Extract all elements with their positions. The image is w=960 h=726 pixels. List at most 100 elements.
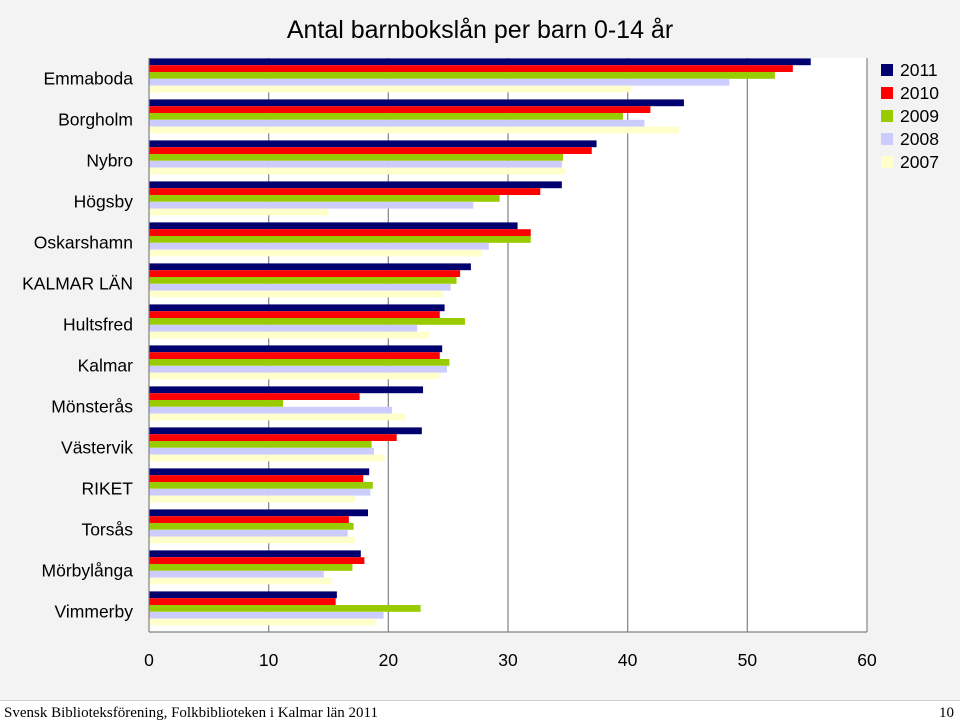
bar-2009-7 xyxy=(149,359,450,366)
bar-2007-2 xyxy=(149,167,566,175)
bar-2010-2 xyxy=(149,147,592,154)
category-label: Västervik xyxy=(61,438,133,458)
bar-2011-3 xyxy=(149,181,562,189)
legend-label: 2007 xyxy=(900,152,939,172)
bar-2009-4 xyxy=(149,236,531,243)
category-label: KALMAR LÄN xyxy=(22,274,133,294)
category-label: Högsby xyxy=(74,192,134,212)
bar-2008-8 xyxy=(149,406,392,414)
bar-2011-11 xyxy=(149,509,368,517)
bar-2008-2 xyxy=(149,160,562,168)
x-tick-label: 50 xyxy=(738,650,758,670)
bar-2010-10 xyxy=(149,475,364,482)
bar-2007-6 xyxy=(149,331,430,339)
legend-label: 2009 xyxy=(900,106,939,126)
category-label: Mörbylånga xyxy=(42,561,134,581)
category-label: Torsås xyxy=(81,520,133,540)
bar-2010-3 xyxy=(149,188,541,195)
legend-swatch-2007 xyxy=(881,156,893,168)
x-tick-label: 30 xyxy=(498,650,518,670)
x-tick-label: 60 xyxy=(857,650,877,670)
bar-2008-13 xyxy=(149,611,384,619)
category-labels: Emmaboda Borgholm Nybro Högsby Oskarshamn KAL… xyxy=(22,69,133,622)
legend-label: 2008 xyxy=(900,129,939,149)
bar-2008-1 xyxy=(149,119,645,127)
bar-2011-0 xyxy=(149,58,811,66)
bar-2011-6 xyxy=(149,304,445,312)
category-label: Vimmerby xyxy=(55,602,134,622)
bar-2008-7 xyxy=(149,365,447,373)
category-label: Emmaboda xyxy=(44,69,134,89)
bar-2010-7 xyxy=(149,352,440,359)
bar-2008-0 xyxy=(149,78,730,86)
bar-2009-9 xyxy=(149,441,372,448)
bar-2008-3 xyxy=(149,201,474,209)
bar-2009-1 xyxy=(149,113,623,120)
bar-2010-5 xyxy=(149,270,461,277)
bar-2009-8 xyxy=(149,400,284,407)
bar-2010-1 xyxy=(149,106,651,113)
x-tick-label: 40 xyxy=(618,650,638,670)
x-tick-label: 20 xyxy=(379,650,399,670)
bar-2008-5 xyxy=(149,283,451,291)
bar-2010-0 xyxy=(149,65,793,72)
category-label: Oskarshamn xyxy=(34,233,133,253)
bar-2009-5 xyxy=(149,277,457,284)
chart: Antal barnbokslån per barn 0-14 år Emmab… xyxy=(22,16,939,670)
bar-2007-0 xyxy=(149,85,632,93)
bar-2011-5 xyxy=(149,263,471,271)
legend: 2011 2010 2009 2008 2007 xyxy=(881,60,939,172)
legend-label: 2010 xyxy=(900,83,939,103)
category-label: Borgholm xyxy=(58,110,133,130)
bar-2007-13 xyxy=(149,618,377,626)
bar-2010-11 xyxy=(149,516,349,523)
bar-2009-0 xyxy=(149,72,775,79)
bar-2009-6 xyxy=(149,318,465,325)
bars xyxy=(149,58,811,626)
bar-2007-1 xyxy=(149,126,680,134)
bar-2007-8 xyxy=(149,413,406,421)
bar-2008-12 xyxy=(149,570,324,578)
bar-2010-6 xyxy=(149,311,440,318)
bar-2008-11 xyxy=(149,529,348,537)
bar-2008-10 xyxy=(149,488,371,496)
legend-swatch-2010 xyxy=(881,87,893,99)
category-label: Hultsfred xyxy=(63,315,133,335)
bar-2009-3 xyxy=(149,195,500,202)
bar-2011-12 xyxy=(149,550,361,558)
category-label: RIKET xyxy=(81,479,133,499)
category-label: Kalmar xyxy=(78,356,134,376)
bar-2008-9 xyxy=(149,447,374,455)
bar-2007-5 xyxy=(149,290,444,298)
bar-2011-13 xyxy=(149,591,337,599)
legend-swatch-2009 xyxy=(881,110,893,122)
bar-2011-4 xyxy=(149,222,518,230)
bar-2010-12 xyxy=(149,557,365,564)
bar-2011-7 xyxy=(149,345,443,353)
footer: Svensk Biblioteksförening, Folkbibliotek… xyxy=(0,700,960,726)
bar-2007-12 xyxy=(149,577,333,585)
x-tick-label: 10 xyxy=(259,650,279,670)
category-label: Mönsterås xyxy=(51,397,133,417)
bar-2011-9 xyxy=(149,427,422,435)
bar-2010-9 xyxy=(149,434,397,441)
bar-2009-10 xyxy=(149,482,373,489)
bar-2009-2 xyxy=(149,154,564,161)
bar-2011-2 xyxy=(149,140,597,148)
bar-2009-11 xyxy=(149,523,354,530)
bar-2008-6 xyxy=(149,324,418,332)
category-label: Nybro xyxy=(86,151,133,171)
bar-2008-4 xyxy=(149,242,489,250)
bar-2010-4 xyxy=(149,229,531,236)
chart-title: Antal barnbokslån per barn 0-14 år xyxy=(287,16,673,44)
bar-2009-12 xyxy=(149,564,353,571)
bar-2007-10 xyxy=(149,495,355,503)
bar-2007-3 xyxy=(149,208,329,216)
bar-2007-9 xyxy=(149,454,385,462)
bar-2007-4 xyxy=(149,249,482,257)
legend-swatch-2008 xyxy=(881,133,893,145)
x-tick-labels: 0 10 20 30 40 50 60 xyxy=(144,650,877,670)
x-tick-label: 0 xyxy=(144,650,154,670)
bar-2010-8 xyxy=(149,393,360,400)
legend-swatch-2011 xyxy=(881,64,893,76)
